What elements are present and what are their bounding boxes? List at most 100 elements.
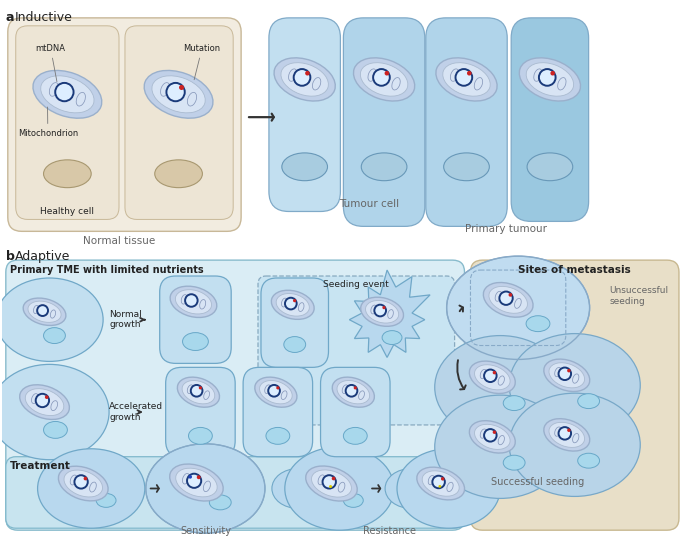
FancyBboxPatch shape xyxy=(5,260,464,530)
Text: a: a xyxy=(5,11,14,24)
Ellipse shape xyxy=(382,331,402,344)
Ellipse shape xyxy=(199,386,202,390)
Ellipse shape xyxy=(293,299,296,302)
Ellipse shape xyxy=(285,447,394,530)
FancyBboxPatch shape xyxy=(258,276,455,425)
Ellipse shape xyxy=(447,256,590,359)
Ellipse shape xyxy=(96,493,116,507)
Ellipse shape xyxy=(64,470,103,497)
Ellipse shape xyxy=(343,427,367,444)
Ellipse shape xyxy=(305,71,310,75)
FancyBboxPatch shape xyxy=(511,18,588,222)
Ellipse shape xyxy=(441,477,445,480)
Ellipse shape xyxy=(28,301,61,322)
Ellipse shape xyxy=(493,371,496,374)
Ellipse shape xyxy=(38,449,145,528)
Ellipse shape xyxy=(526,316,550,331)
Ellipse shape xyxy=(519,58,580,101)
Text: Seeding event: Seeding event xyxy=(323,280,389,289)
Ellipse shape xyxy=(435,395,566,498)
Ellipse shape xyxy=(276,294,310,316)
Ellipse shape xyxy=(361,153,407,181)
Text: Treatment: Treatment xyxy=(10,461,71,471)
Ellipse shape xyxy=(337,380,370,404)
Ellipse shape xyxy=(469,361,515,393)
FancyBboxPatch shape xyxy=(166,367,235,457)
Ellipse shape xyxy=(191,385,203,397)
Ellipse shape xyxy=(84,477,87,480)
Ellipse shape xyxy=(503,455,525,470)
Ellipse shape xyxy=(374,305,386,316)
Ellipse shape xyxy=(281,63,328,96)
Text: Unsuccessful
seeding: Unsuccessful seeding xyxy=(610,286,669,306)
Ellipse shape xyxy=(456,69,472,86)
Ellipse shape xyxy=(282,153,327,181)
Ellipse shape xyxy=(255,377,297,407)
Text: mtDNA: mtDNA xyxy=(36,44,66,82)
Text: Mitochondrion: Mitochondrion xyxy=(18,107,78,138)
Ellipse shape xyxy=(332,477,336,480)
Ellipse shape xyxy=(527,153,573,181)
Ellipse shape xyxy=(475,365,510,390)
Ellipse shape xyxy=(422,471,459,496)
Ellipse shape xyxy=(432,476,445,488)
Ellipse shape xyxy=(179,85,184,90)
Ellipse shape xyxy=(544,359,590,392)
Ellipse shape xyxy=(323,475,336,489)
Ellipse shape xyxy=(285,298,297,309)
Ellipse shape xyxy=(155,160,202,188)
Ellipse shape xyxy=(484,370,497,382)
Ellipse shape xyxy=(170,464,223,501)
Ellipse shape xyxy=(188,475,192,479)
Ellipse shape xyxy=(144,70,213,118)
Text: Primary tumour: Primary tumour xyxy=(465,224,547,235)
Ellipse shape xyxy=(176,468,217,497)
Ellipse shape xyxy=(467,71,471,75)
Ellipse shape xyxy=(436,58,497,101)
FancyBboxPatch shape xyxy=(125,26,233,220)
Ellipse shape xyxy=(373,69,390,86)
Ellipse shape xyxy=(40,76,94,113)
Ellipse shape xyxy=(177,377,219,407)
Ellipse shape xyxy=(346,385,358,397)
Ellipse shape xyxy=(577,453,599,468)
Ellipse shape xyxy=(44,328,65,344)
Ellipse shape xyxy=(469,421,515,453)
Ellipse shape xyxy=(269,385,280,397)
Ellipse shape xyxy=(266,427,290,444)
Ellipse shape xyxy=(152,76,206,113)
Ellipse shape xyxy=(274,58,335,101)
Ellipse shape xyxy=(55,83,73,101)
FancyBboxPatch shape xyxy=(269,18,340,211)
Ellipse shape xyxy=(188,427,212,444)
FancyBboxPatch shape xyxy=(471,260,679,530)
Text: Healthy cell: Healthy cell xyxy=(40,207,95,216)
Ellipse shape xyxy=(306,466,358,501)
Ellipse shape xyxy=(484,282,533,317)
Ellipse shape xyxy=(499,292,512,305)
Ellipse shape xyxy=(75,475,88,489)
Ellipse shape xyxy=(385,469,437,508)
Ellipse shape xyxy=(182,332,208,350)
Ellipse shape xyxy=(36,394,49,407)
Ellipse shape xyxy=(526,63,573,96)
Ellipse shape xyxy=(0,364,109,459)
Ellipse shape xyxy=(360,63,408,96)
Ellipse shape xyxy=(438,485,441,488)
Ellipse shape xyxy=(577,394,599,408)
Ellipse shape xyxy=(332,377,375,407)
FancyBboxPatch shape xyxy=(321,367,390,457)
Ellipse shape xyxy=(366,300,399,323)
Text: Sites of metastasis: Sites of metastasis xyxy=(519,265,631,275)
Text: Normal tissue: Normal tissue xyxy=(83,236,155,246)
FancyBboxPatch shape xyxy=(16,26,119,220)
Ellipse shape xyxy=(435,336,566,439)
FancyBboxPatch shape xyxy=(5,457,464,528)
Ellipse shape xyxy=(549,422,584,448)
Ellipse shape xyxy=(33,70,102,118)
Ellipse shape xyxy=(45,395,49,399)
Ellipse shape xyxy=(44,421,67,438)
Text: Tumour cell: Tumour cell xyxy=(339,199,399,209)
Ellipse shape xyxy=(271,290,314,320)
Ellipse shape xyxy=(146,444,265,533)
